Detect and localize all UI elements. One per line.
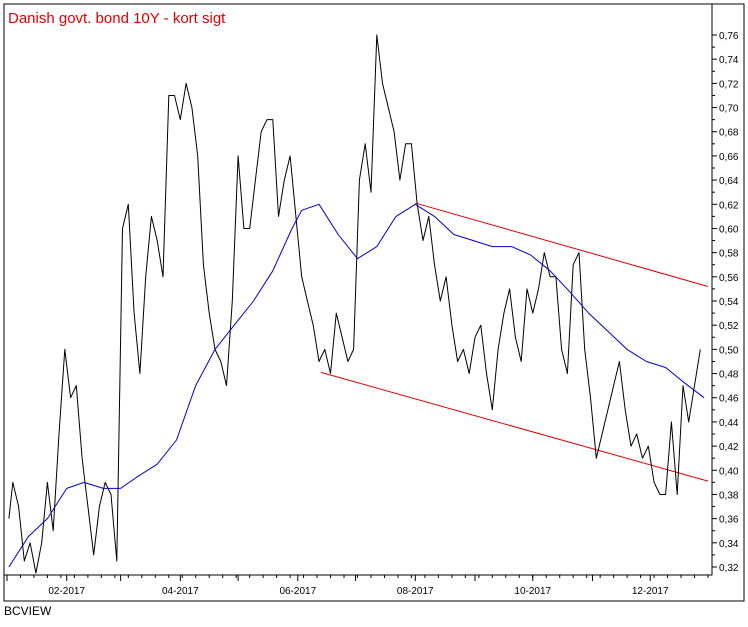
source-label: BCVIEW bbox=[4, 604, 52, 618]
chart-title: Danish govt. bond 10Y - kort sigt bbox=[8, 10, 226, 27]
y-tick-label: 0,34 bbox=[719, 539, 739, 550]
series-line-moving-average bbox=[8, 203, 705, 568]
series-lines bbox=[8, 34, 705, 574]
y-tick-label: 0,46 bbox=[719, 394, 739, 405]
chart-frame bbox=[3, 3, 745, 602]
y-tick-label: 0,52 bbox=[719, 321, 739, 332]
y-tick-label: 0,72 bbox=[719, 79, 739, 90]
x-tick-label: 02-2017 bbox=[48, 586, 85, 597]
y-tick-label: 0,54 bbox=[719, 297, 739, 308]
x-tick-label: 06-2017 bbox=[279, 586, 316, 597]
y-tick-label: 0,50 bbox=[719, 345, 739, 356]
x-tick-label: 04-2017 bbox=[162, 586, 199, 597]
trend-lines bbox=[320, 202, 709, 482]
y-tick-label: 0,32 bbox=[719, 563, 739, 574]
y-tick-label: 0,56 bbox=[719, 273, 739, 284]
y-tick-label: 0,76 bbox=[719, 31, 739, 42]
trend-line bbox=[320, 371, 709, 482]
y-tick-label: 0,36 bbox=[719, 515, 739, 526]
series-line-bond-yield bbox=[8, 34, 701, 574]
x-tick-label: 12-2017 bbox=[632, 586, 669, 597]
y-tick-label: 0,68 bbox=[719, 128, 739, 139]
y-tick-label: 0,64 bbox=[719, 176, 739, 187]
y-tick-label: 0,44 bbox=[719, 418, 739, 429]
x-axis: 02-2017 04-2017 06-2017 08-2017 10-2017 12-20… bbox=[6, 575, 709, 597]
y-tick-label: 0,48 bbox=[719, 370, 739, 381]
y-tick-label: 0,58 bbox=[719, 249, 739, 260]
y-tick-label: 0,40 bbox=[719, 466, 739, 477]
y-tick-label: 0,70 bbox=[719, 104, 739, 115]
y-tick-label: 0,74 bbox=[719, 55, 739, 66]
y-axis: 0,32 0,34 0,36 0,38 0,40 0,42 0,44 0,46 0,48 0,50… bbox=[712, 31, 739, 574]
y-tick-label: 0,66 bbox=[719, 152, 739, 163]
x-tick-label: 10-2017 bbox=[514, 586, 551, 597]
y-tick-label: 0,38 bbox=[719, 490, 739, 501]
y-tick-label: 0,42 bbox=[719, 442, 739, 453]
y-tick-label: 0,62 bbox=[719, 200, 739, 211]
y-tick-label: 0,60 bbox=[719, 224, 739, 235]
x-tick-label: 08-2017 bbox=[397, 586, 434, 597]
trend-line bbox=[415, 202, 709, 287]
